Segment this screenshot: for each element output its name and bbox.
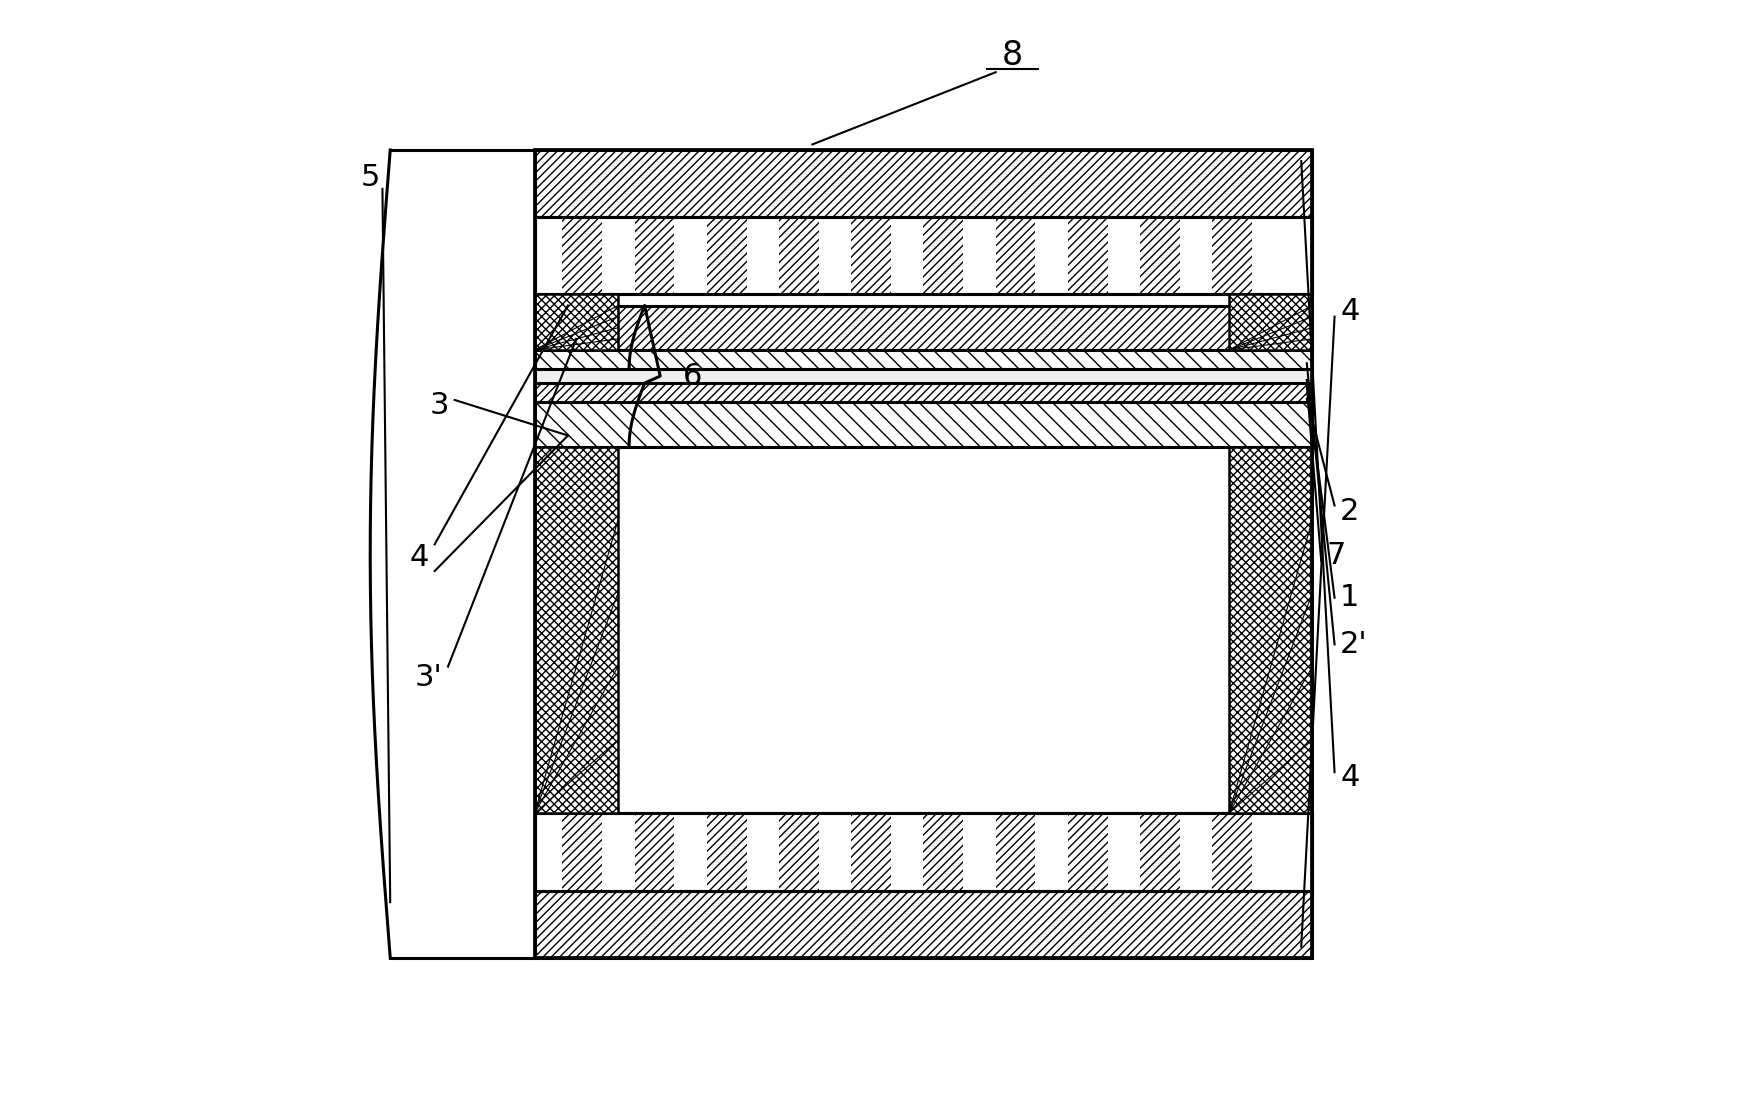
Text: 3: 3 [430,391,449,420]
Bar [535,150,1312,217]
Bar [924,813,963,891]
Bar [535,150,1312,217]
Polygon shape [1230,294,1312,350]
Bar [535,306,1312,350]
Text: 2: 2 [1340,497,1359,526]
Bar [1067,813,1108,891]
Bar [1141,217,1179,294]
Bar [1212,217,1253,294]
Bar [1141,217,1179,294]
Bar [779,813,819,891]
Text: 7: 7 [1326,541,1347,570]
Bar [535,891,1312,958]
Text: 3': 3' [414,663,442,692]
Text: 4: 4 [411,543,430,572]
Bar [1212,813,1253,891]
Bar [996,813,1036,891]
Bar [924,217,963,294]
Bar [851,217,891,294]
Bar [535,217,1312,294]
Bar [708,813,746,891]
Bar [1212,813,1253,891]
Polygon shape [535,447,618,813]
Bar [634,217,674,294]
Bar [1067,217,1108,294]
Bar [535,813,1312,891]
Bar [779,813,819,891]
Text: 6: 6 [683,361,702,391]
Bar [851,813,891,891]
Bar [779,217,819,294]
Bar [535,217,1312,294]
Bar [996,813,1036,891]
Bar [563,813,603,891]
Text: 2': 2' [1340,630,1368,659]
Bar [535,891,1312,958]
Bar [996,217,1036,294]
Bar [535,402,1312,447]
Bar [996,217,1036,294]
Bar [634,813,674,891]
Bar [563,813,603,891]
Text: 4: 4 [1340,297,1359,326]
Bar [535,350,1312,369]
Polygon shape [535,294,618,350]
Bar [924,813,963,891]
Bar [535,383,1312,402]
Bar [535,383,1312,402]
Text: 1: 1 [1340,583,1359,612]
Bar [535,306,1312,350]
Bar [924,217,963,294]
Bar [779,217,819,294]
Bar [535,369,1312,383]
Bar [535,402,1312,447]
Bar [708,217,746,294]
Bar [563,217,603,294]
Bar [1067,813,1108,891]
Bar [535,150,1312,958]
Bar [851,217,891,294]
Polygon shape [1230,447,1312,813]
Bar [634,217,674,294]
Text: 5: 5 [360,163,379,192]
Bar [1141,813,1179,891]
Bar [851,813,891,891]
Bar [535,350,1312,369]
Text: 4: 4 [1340,763,1359,792]
Bar [1067,217,1108,294]
Bar [634,813,674,891]
Text: 8: 8 [1001,39,1024,72]
Bar [563,217,603,294]
Bar [708,813,746,891]
Bar [1212,217,1253,294]
Bar [708,217,746,294]
Bar [1141,813,1179,891]
Bar [535,813,1312,891]
